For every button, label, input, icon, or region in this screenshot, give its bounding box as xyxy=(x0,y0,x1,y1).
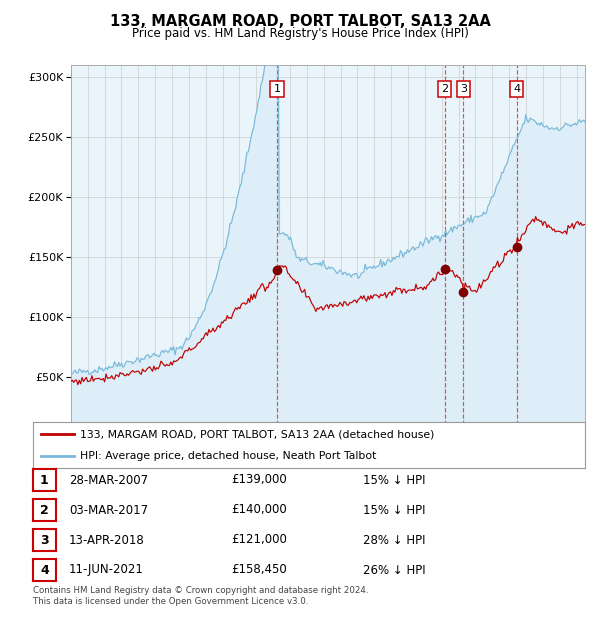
Text: 1: 1 xyxy=(274,84,280,94)
Text: 28-MAR-2007: 28-MAR-2007 xyxy=(69,474,148,487)
Text: 3: 3 xyxy=(460,84,467,94)
Text: HPI: Average price, detached house, Neath Port Talbot: HPI: Average price, detached house, Neat… xyxy=(80,451,376,461)
Text: 4: 4 xyxy=(40,564,49,577)
Text: 15% ↓ HPI: 15% ↓ HPI xyxy=(363,503,425,516)
Text: 13-APR-2018: 13-APR-2018 xyxy=(69,533,145,546)
Text: 133, MARGAM ROAD, PORT TALBOT, SA13 2AA: 133, MARGAM ROAD, PORT TALBOT, SA13 2AA xyxy=(110,14,490,29)
Text: 133, MARGAM ROAD, PORT TALBOT, SA13 2AA (detached house): 133, MARGAM ROAD, PORT TALBOT, SA13 2AA … xyxy=(80,429,434,439)
Text: £121,000: £121,000 xyxy=(231,533,287,546)
Text: 15% ↓ HPI: 15% ↓ HPI xyxy=(363,474,425,487)
Text: This data is licensed under the Open Government Licence v3.0.: This data is licensed under the Open Gov… xyxy=(33,597,308,606)
Text: 28% ↓ HPI: 28% ↓ HPI xyxy=(363,533,425,546)
Text: 26% ↓ HPI: 26% ↓ HPI xyxy=(363,564,425,577)
Text: 1: 1 xyxy=(40,474,49,487)
Text: Contains HM Land Registry data © Crown copyright and database right 2024.: Contains HM Land Registry data © Crown c… xyxy=(33,586,368,595)
Text: 2: 2 xyxy=(441,84,448,94)
Text: 3: 3 xyxy=(40,533,49,546)
Text: Price paid vs. HM Land Registry's House Price Index (HPI): Price paid vs. HM Land Registry's House … xyxy=(131,27,469,40)
Text: £139,000: £139,000 xyxy=(231,474,287,487)
Text: 11-JUN-2021: 11-JUN-2021 xyxy=(69,564,144,577)
Text: 03-MAR-2017: 03-MAR-2017 xyxy=(69,503,148,516)
Text: £158,450: £158,450 xyxy=(231,564,287,577)
Text: 4: 4 xyxy=(513,84,520,94)
Text: 2: 2 xyxy=(40,503,49,516)
Text: £140,000: £140,000 xyxy=(231,503,287,516)
